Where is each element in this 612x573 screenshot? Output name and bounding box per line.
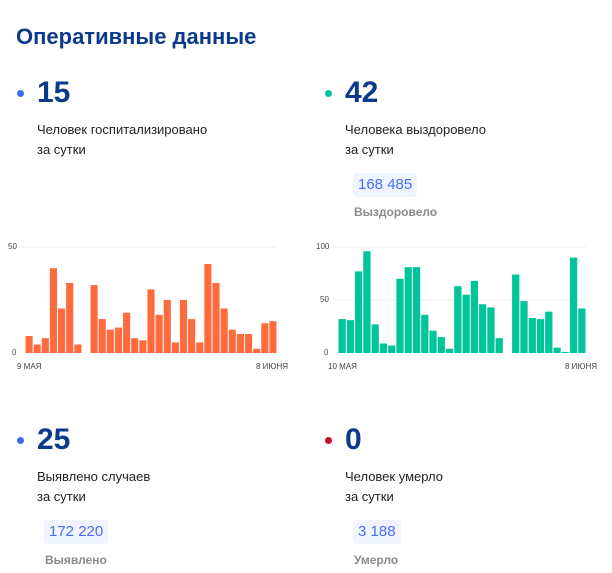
cases-label: Выявлено случаев [37, 469, 151, 484]
hospitalized-bar [25, 336, 33, 353]
recovered-bar [437, 337, 445, 353]
recovered-period: за сутки [345, 142, 394, 157]
recovered-bar [346, 320, 355, 353]
recovered-value: 42 [345, 76, 379, 109]
hospitalized-bar [261, 323, 269, 353]
hospitalized-bar [33, 344, 41, 353]
x-label-start: 10 МАЯ [328, 362, 357, 371]
y-tick-50: 50 [8, 242, 17, 251]
recovered-bar [470, 280, 479, 353]
recovered-bar [379, 343, 388, 353]
status-dot-icon [17, 90, 24, 97]
hospitalized-bar [58, 308, 66, 353]
hospitalized-value: 15 [37, 76, 71, 109]
cases-total-badge: 172 220 [44, 520, 109, 544]
status-dot-icon [325, 437, 332, 444]
x-label-end: 8 ИЮНЯ [565, 362, 598, 371]
hospitalized-label: Человек госпитализировано [37, 122, 208, 137]
hospitalized-bar [123, 312, 131, 353]
recovered-bar [421, 314, 429, 353]
hospitalized-bar [179, 300, 188, 353]
x-label-end: 8 ИЮНЯ [256, 362, 289, 371]
hospitalized-bar [188, 319, 196, 353]
hospitalized-bar [49, 268, 58, 353]
cases-period: за сутки [37, 489, 86, 504]
recovered-bar [396, 278, 404, 353]
y-tick-0: 0 [324, 348, 329, 357]
recovered-bar [338, 319, 346, 353]
hospitalized-bar [41, 338, 49, 353]
recovered-bar [561, 351, 569, 353]
recovered-bar [454, 286, 462, 353]
hospitalized-bar [114, 327, 123, 353]
x-label-start: 9 МАЯ [17, 362, 42, 371]
recovered-bar [487, 307, 495, 353]
recovered-bar [462, 294, 470, 353]
cases-value: 25 [37, 423, 71, 456]
recovered-bar [445, 348, 454, 353]
cases-total-label: Выявлено [45, 553, 107, 567]
charts-area: 50 0 9 МАЯ 8 ИЮНЯ 100 50 0 10 МАЯ 8 ИЮНЯ [0, 235, 612, 375]
hospitalized-bar [228, 329, 236, 353]
y-tick-50: 50 [320, 295, 329, 304]
y-tick-100: 100 [316, 242, 330, 251]
recovered-bar [495, 338, 503, 353]
recovered-total-label: Выздоровело [354, 205, 438, 219]
recovered-bar [536, 319, 545, 353]
hospitalized-bar [66, 283, 74, 353]
deaths-total-badge: 3 188 [353, 520, 401, 544]
recovered-bar [479, 304, 487, 353]
hospitalized-bar [171, 342, 179, 353]
recovered-bar [578, 308, 586, 353]
recovered-bar [355, 271, 363, 353]
recovered-bar [388, 345, 396, 353]
recovered-label: Человека выздоровело [345, 122, 486, 137]
hospitalized-bar [147, 289, 155, 353]
status-dot-icon [17, 437, 24, 444]
recovered-bar [569, 257, 578, 353]
recovered-bar [553, 347, 561, 353]
hospitalized-bar [204, 263, 212, 353]
hospitalized-period: за сутки [37, 142, 86, 157]
recovered-bar [412, 267, 421, 353]
hospitalized-bar [236, 333, 244, 353]
hospitalized-bar [163, 300, 171, 353]
hospitalized-bar [139, 340, 147, 353]
hospitalized-bar [155, 314, 163, 353]
recovered-bar [512, 274, 520, 353]
hospitalized-bar [98, 319, 106, 353]
hospitalized-bar [106, 329, 114, 353]
recovered-bar [520, 301, 528, 353]
hospitalized-bar [244, 333, 253, 353]
hospitalized-bar [196, 342, 204, 353]
recovered-bar [404, 267, 412, 353]
deaths-total-label: Умерло [354, 553, 399, 567]
recovered-total-badge: 168 485 [353, 173, 418, 197]
hospitalized-bar [212, 283, 220, 353]
hospitalized-bar [90, 285, 98, 353]
hospitalized-bar [74, 344, 82, 353]
recovered-bar [545, 311, 553, 353]
recovered-bar [429, 330, 437, 353]
y-tick-0: 0 [12, 348, 17, 357]
hospitalized-bar [131, 338, 139, 353]
recovered-bar [363, 251, 371, 353]
recovered-bar [528, 318, 536, 353]
deaths-value: 0 [345, 423, 362, 456]
hospitalized-bar [269, 321, 277, 353]
deaths-label: Человек умерло [345, 469, 443, 484]
deaths-period: за сутки [345, 489, 394, 504]
hospitalized-bar [220, 308, 228, 353]
recovered-bar [371, 324, 379, 353]
page-title: Оперативные данные [16, 24, 257, 49]
status-dot-icon [325, 90, 332, 97]
hospitalized-bar [253, 348, 261, 353]
bar-charts [20, 246, 586, 353]
